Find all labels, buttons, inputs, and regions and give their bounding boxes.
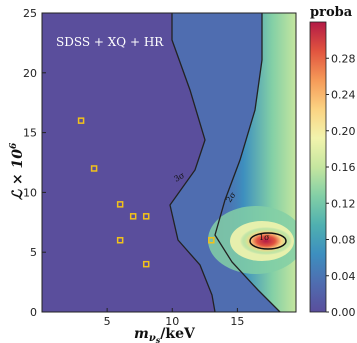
colorbar xyxy=(309,21,327,313)
x-tick-label-1: 10 xyxy=(165,315,179,328)
y-axis-label: ℒ × 106 xyxy=(9,142,26,200)
marker-0 xyxy=(77,117,85,124)
x-tick-label-2: 15 xyxy=(230,315,244,328)
y-tick-label-0: 0 xyxy=(30,306,37,319)
colorbar-tick-label-4: 0.16 xyxy=(331,161,356,174)
y-tick-label-2: 10 xyxy=(23,186,37,199)
colorbar-title: proba xyxy=(310,5,353,20)
plot-frame xyxy=(41,12,297,313)
marker-6 xyxy=(142,260,150,268)
colorbar-tick-label-3: 0.12 xyxy=(331,197,356,210)
annotation: SDSS + XQ + HR xyxy=(56,35,164,49)
colorbar-tick-label-0: 0.00 xyxy=(331,306,356,319)
x-axis-label-sub: ν xyxy=(149,333,156,343)
marker-3 xyxy=(129,213,137,220)
contour-3sigma xyxy=(169,13,216,312)
colorbar-ticks: 0.00 0.04 0.08 0.12 0.16 0.20 0.24 0.28 xyxy=(326,52,356,319)
colorbar-tick-label-7: 0.28 xyxy=(331,52,356,65)
marker-2 xyxy=(116,201,124,208)
marker-4 xyxy=(142,213,150,220)
x-tick-label-0: 5 xyxy=(104,315,111,328)
contour-2sigma xyxy=(214,13,281,312)
markers xyxy=(77,117,215,268)
marker-7 xyxy=(208,236,215,244)
x-axis-label: mνs/keV xyxy=(134,326,196,343)
marker-5 xyxy=(116,236,124,244)
colorbar-tick-label-6: 0.24 xyxy=(331,89,356,102)
marker-1 xyxy=(90,165,98,172)
colorbar-tick-label-5: 0.20 xyxy=(331,125,356,138)
x-axis-label-main: m xyxy=(134,326,149,342)
colorbar-tick-label-1: 0.04 xyxy=(331,270,356,283)
y-ticks: 0 5 10 15 20 25 xyxy=(23,7,46,319)
y-axis-label-exp: 6 xyxy=(9,142,19,149)
contour-label-1sigma: 1σ xyxy=(259,233,270,242)
x-ticks: 5 10 15 xyxy=(104,308,244,328)
x-axis-label-unit: /keV xyxy=(160,326,196,342)
x-axis-label-subsub: s xyxy=(156,335,161,343)
colorbar-tick-label-2: 0.08 xyxy=(331,234,356,247)
y-tick-label-5: 25 xyxy=(23,7,37,20)
contour-1sigma xyxy=(249,232,287,250)
y-tick-label-1: 5 xyxy=(30,246,37,259)
y-axis-label-main: ℒ × 10 xyxy=(10,149,26,200)
y-tick-label-3: 15 xyxy=(23,127,37,140)
y-tick-label-4: 20 xyxy=(23,67,37,80)
plot-area: 3σ 2σ 1σ SDSS + XQ + HR xyxy=(42,13,296,312)
